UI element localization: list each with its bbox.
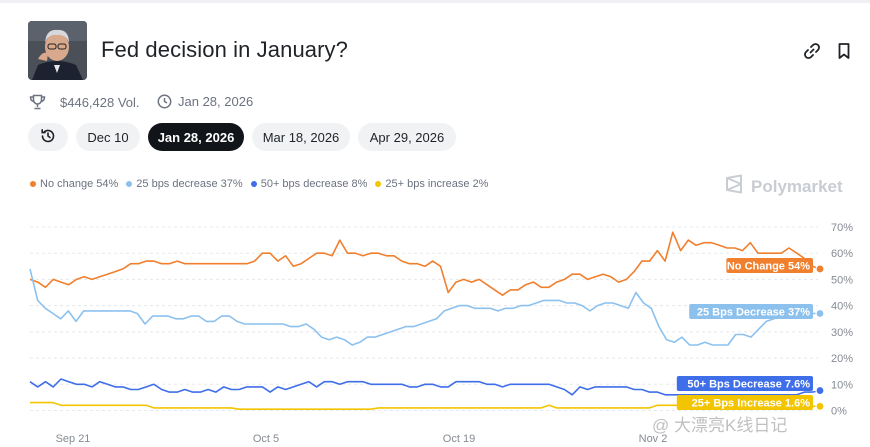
series-line-0	[29, 231, 821, 297]
legend-label: No change 54%	[40, 178, 119, 190]
tab-apr-29-2026[interactable]: Apr 29, 2026	[358, 123, 456, 151]
x-tick-label: Nov 2	[639, 433, 668, 445]
legend-label: 25+ bps increase 2%	[385, 178, 489, 190]
y-tick-label: 60%	[831, 248, 853, 260]
polymarket-brand: Polymarket	[724, 174, 843, 199]
series-value-badge	[676, 395, 813, 410]
tab-dec-10[interactable]: Dec 10	[76, 123, 140, 151]
series-value-label: 50+ Bps Decrease 7.6%	[687, 379, 810, 391]
legend-item: 50+ bps decrease 8%	[250, 178, 368, 190]
series-value-label: 25 Bps Decrease 37%	[697, 307, 810, 319]
legend-dot	[250, 181, 257, 187]
x-tick-label: Oct 19	[443, 433, 475, 445]
series-line-1	[29, 268, 820, 346]
series-value-label: No Change 54%	[727, 261, 810, 273]
brand-name: Polymarket	[751, 176, 843, 196]
polymarket-logo-icon	[724, 174, 744, 199]
watermark: @ 大漂亮K线日记	[652, 416, 788, 435]
legend-label: 25 bps decrease 37%	[136, 178, 243, 190]
series-end-dot	[815, 264, 825, 274]
series-value-badge	[726, 258, 813, 273]
end-date-info: Jan 28, 2026	[157, 94, 253, 109]
bookmark-icon[interactable]	[834, 41, 854, 61]
market-image	[28, 21, 87, 80]
clock-icon	[157, 94, 172, 109]
history-button[interactable]	[28, 123, 68, 151]
legend-label: 50+ bps decrease 8%	[260, 178, 368, 190]
legend-dot	[30, 181, 36, 187]
trophy-icon	[29, 94, 46, 110]
y-tick-label: 10%	[831, 379, 853, 391]
tab-mar-18-2026[interactable]: Mar 18, 2026	[252, 123, 350, 151]
legend-item: 25 bps decrease 37%	[126, 178, 243, 190]
page-title: Fed decision in January?	[101, 37, 348, 62]
legend-dot	[375, 181, 382, 187]
top-border	[0, 0, 870, 3]
tab-jan-28-2026[interactable]: Jan 28, 2026	[148, 123, 244, 151]
x-tick-label: Oct 5	[253, 433, 279, 445]
series-end-dot	[815, 401, 825, 411]
legend-dot	[126, 181, 133, 187]
y-tick-label: 0%	[831, 406, 847, 418]
y-tick-label: 70%	[831, 222, 853, 234]
volume-text: $446,428 Vol.	[60, 94, 140, 110]
link-icon[interactable]	[802, 41, 822, 61]
series-value-badge	[676, 376, 813, 391]
series-value-label: 25+ Bps Increase 1.6%	[692, 398, 811, 410]
series-value-badge	[689, 304, 813, 319]
y-tick-label: 50%	[831, 274, 853, 286]
legend-item: 25+ bps increase 2%	[375, 178, 488, 190]
y-tick-label: 20%	[831, 353, 853, 365]
end-date-text: Jan 28, 2026	[178, 94, 254, 109]
legend-item: No change 54%	[30, 178, 118, 190]
y-tick-label: 30%	[831, 327, 853, 339]
series-end-dot	[815, 308, 825, 319]
volume-info: $446,428 Vol.	[29, 94, 140, 110]
series-line-2	[29, 378, 821, 396]
chart-legend: No change 54% 25 bps decrease 37% 50+ bp…	[30, 178, 488, 190]
history-icon	[40, 128, 56, 147]
x-tick-label: Sep 21	[56, 433, 91, 445]
series-end-dot	[815, 385, 825, 396]
y-tick-label: 40%	[831, 301, 853, 313]
